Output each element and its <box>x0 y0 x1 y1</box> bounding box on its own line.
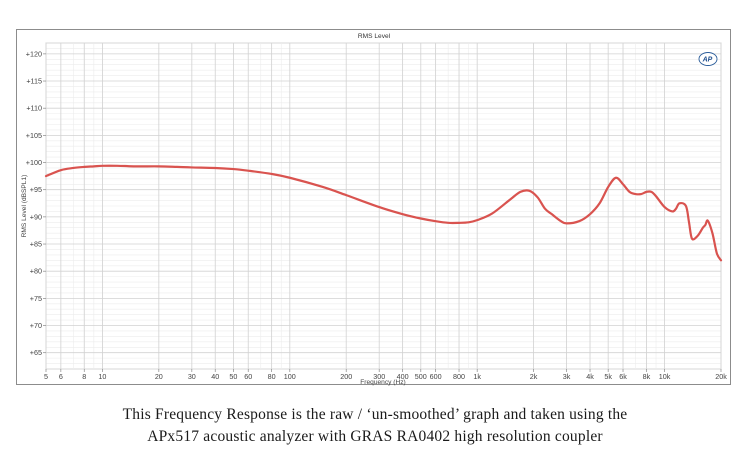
x-tick-label: 8k <box>643 372 651 381</box>
frequency-response-chart: RMS Level +65+70+75+80+85+90+95+100+105+… <box>21 33 727 386</box>
x-tick-label: 500 <box>415 372 427 381</box>
y-tick-label: +80 <box>30 267 42 276</box>
x-axis-ticks: 5 6 8 10 20 30 40 50 60 80 100 200 300 400 500 600 800 1k… <box>44 369 727 381</box>
y-tick-label: +115 <box>26 77 42 86</box>
x-tick-label: 6 <box>59 372 63 381</box>
y-tick-label: +75 <box>30 294 42 303</box>
x-tick-label: 1k <box>473 372 481 381</box>
x-tick-label: 2k <box>530 372 538 381</box>
caption-line-2: APx517 acoustic analyzer with GRAS RA040… <box>147 428 603 445</box>
y-tick-label: +70 <box>30 321 42 330</box>
x-tick-label: 600 <box>430 372 442 381</box>
y-axis-ticks: +65 +70 +75 +80 +85 +90 +95 +100 +105 +110 +115 +12… <box>26 49 46 357</box>
x-tick-label: 80 <box>268 372 276 381</box>
y-tick-label: +90 <box>30 212 42 221</box>
x-tick-label: 400 <box>397 372 409 381</box>
x-tick-label: 4k <box>586 372 594 381</box>
x-tick-label: 5k <box>604 372 612 381</box>
x-tick-label: 8 <box>82 372 86 381</box>
x-tick-label: 100 <box>284 372 296 381</box>
y-tick-label: +100 <box>26 158 42 167</box>
ap-logo-icon <box>698 52 718 66</box>
x-tick-label: 6k <box>619 372 627 381</box>
x-axis-title: Frequency (Hz) <box>360 379 405 386</box>
y-tick-label: +85 <box>30 240 42 249</box>
y-tick-label: +65 <box>30 348 42 357</box>
major-grid <box>45 43 722 369</box>
frequency-response-line <box>44 164 723 262</box>
y-tick-label: +120 <box>26 49 42 58</box>
x-tick-label: 60 <box>244 372 252 381</box>
x-tick-label: 20k <box>715 372 727 381</box>
x-tick-label: 50 <box>229 372 237 381</box>
ap-logo-text: AP <box>702 57 713 64</box>
figure-caption: This Frequency Response is the raw / ‘un… <box>0 404 750 448</box>
y-axis-title: RMS Level (dBSPL1) <box>21 175 28 238</box>
x-tick-label: 20 <box>155 372 163 381</box>
y-tick-label: +110 <box>26 104 42 113</box>
caption-line-1: This Frequency Response is the raw / ‘un… <box>122 406 628 423</box>
chart-frame: RMS Level +65 +70 +75 +80 +85 +90 +95 +100 +105 +… <box>16 29 731 386</box>
series-layer <box>44 164 723 262</box>
x-tick-label: 10k <box>659 372 671 381</box>
x-tick-label: 300 <box>373 372 385 381</box>
chart-title: RMS Level <box>358 33 391 40</box>
y-tick-label: +95 <box>30 185 42 194</box>
y-tick-label: +105 <box>26 131 42 140</box>
ap-logo-badge: AP <box>698 52 718 66</box>
x-tick-label: 200 <box>340 372 352 381</box>
minor-grid <box>45 42 722 370</box>
x-tick-label: 30 <box>188 372 196 381</box>
x-tick-label: 40 <box>211 372 219 381</box>
x-tick-label: 10 <box>98 372 106 381</box>
x-tick-label: 3k <box>563 372 571 381</box>
x-tick-label: 5 <box>44 372 48 381</box>
x-tick-label: 800 <box>453 372 465 381</box>
